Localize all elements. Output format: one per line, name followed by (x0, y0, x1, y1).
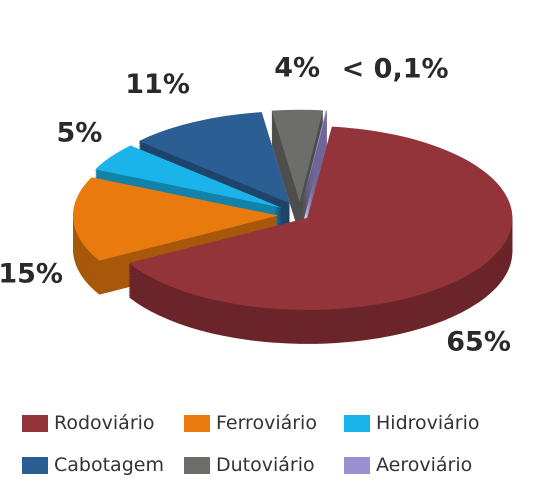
value-label: 65% (446, 326, 511, 357)
slice-side (302, 118, 328, 211)
slice-side (302, 139, 328, 232)
slice-side (302, 142, 328, 235)
slice-top (302, 110, 328, 202)
slice-side (302, 132, 328, 224)
legend-label: Ferroviário (216, 412, 317, 434)
slice-side (302, 127, 328, 220)
slice-side (302, 130, 328, 223)
slice-side (302, 123, 328, 215)
slice-side (302, 138, 328, 230)
pie-slice (271, 109, 324, 236)
slice-side (302, 126, 328, 218)
legend-item: Ferroviário (184, 412, 344, 434)
legend-label: Rodoviário (54, 412, 155, 434)
slice-side (302, 114, 328, 206)
slice-side (302, 124, 328, 217)
slice-side (302, 121, 328, 214)
slice-side (302, 141, 328, 233)
legend-item: Aeroviário (344, 454, 472, 476)
slice-side (302, 115, 328, 208)
legend-item: Cabotagem (22, 454, 184, 476)
slice-side (302, 135, 328, 227)
legend-item: Dutoviário (184, 454, 344, 476)
value-label: 15% (0, 259, 63, 290)
legend: Rodoviário Ferroviário Hidroviário Cabotage… (22, 412, 532, 476)
slice-top (73, 177, 279, 261)
pie-slice (73, 177, 279, 295)
legend-swatch (184, 414, 210, 432)
slice-side (302, 136, 328, 229)
legend-label: Cabotagem (54, 454, 164, 476)
slice-side (302, 117, 328, 209)
slice-side (302, 120, 328, 212)
legend-label: Dutoviário (216, 454, 315, 476)
value-label: 11% (125, 69, 190, 100)
legend-swatch (184, 456, 210, 474)
pie-slice (128, 126, 513, 344)
slice-top (138, 112, 290, 204)
slice-top (95, 145, 282, 208)
legend-swatch (22, 414, 48, 432)
slice-top (128, 126, 513, 310)
chart: 65% 15% 5% 11% 4% < 0,1% (0, 52, 513, 357)
legend-swatch (344, 456, 370, 474)
slice-side (302, 133, 328, 226)
value-label: < 0,1% (342, 53, 449, 84)
legend-item: Rodoviário (22, 412, 184, 434)
legend-label: Aeroviário (376, 454, 473, 476)
slice-side (302, 111, 328, 203)
slice-side (302, 129, 328, 221)
legend-swatch (344, 414, 370, 432)
slice-top (271, 109, 324, 202)
legend-label: Hidroviário (376, 412, 480, 434)
value-label: 4% (274, 52, 320, 83)
slice-side (302, 112, 328, 205)
legend-swatch (22, 456, 48, 474)
legend-item: Hidroviário (344, 412, 480, 434)
value-label: 5% (56, 118, 102, 149)
